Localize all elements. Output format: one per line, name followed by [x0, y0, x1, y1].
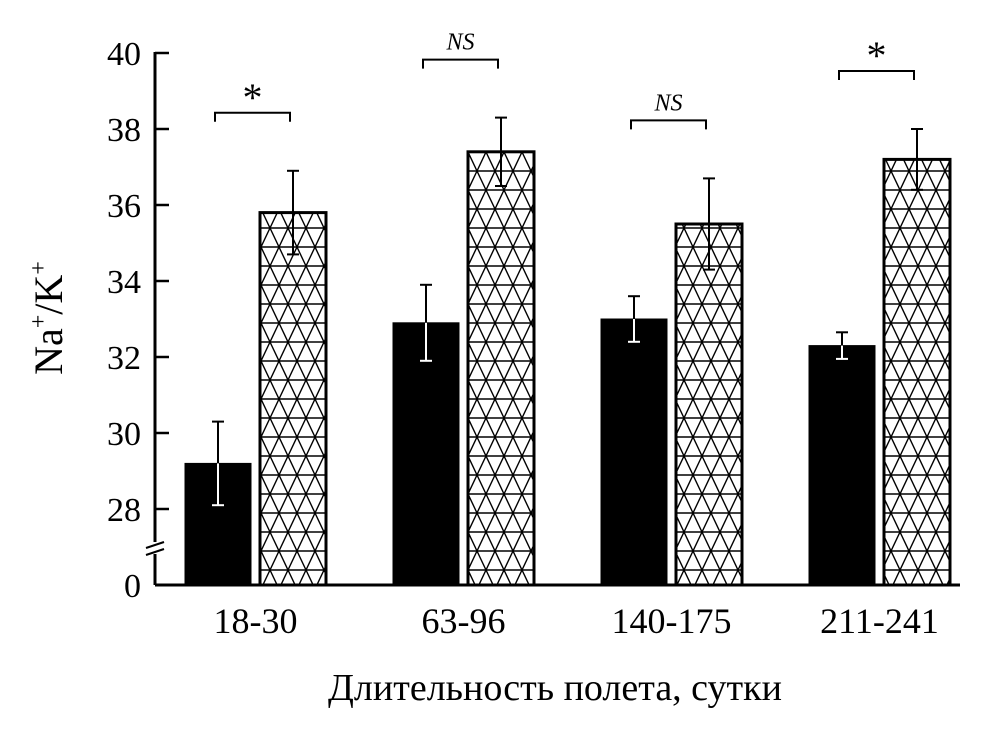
- y-tick-label: 38: [107, 112, 141, 149]
- bar-hatched: [258, 211, 328, 587]
- significance-star: *: [867, 33, 887, 78]
- y-ticks: 0 28 30 32 34 36 38 40: [107, 36, 169, 605]
- y-label-na: Na: [26, 328, 71, 375]
- significance-bracket: *: [838, 33, 915, 80]
- axis-break-mark: [145, 541, 165, 556]
- error-bar: [420, 283, 432, 362]
- bar-hatched: [882, 157, 952, 587]
- bar-solid: [808, 345, 876, 586]
- error-bar: [911, 128, 923, 191]
- y-tick-label: 32: [107, 340, 141, 377]
- bars: [184, 150, 952, 587]
- significance-bracket: *: [214, 75, 291, 122]
- error-bar: [495, 116, 507, 187]
- error-bar: [628, 295, 640, 343]
- significance-bracket: NS: [422, 30, 499, 69]
- error-bar: [836, 331, 848, 360]
- y-axis-label: Na+/K+: [26, 261, 71, 375]
- y-label-sup-1: +: [26, 315, 52, 329]
- y-label-k: /K: [26, 275, 71, 315]
- bar-hatched: [674, 222, 744, 587]
- significance-ns: NS: [445, 30, 474, 56]
- y-label-sup-2: +: [26, 261, 52, 275]
- bar-hatched: [466, 150, 536, 587]
- y-tick-label: 0: [124, 568, 141, 605]
- y-tick-label: 40: [107, 36, 141, 73]
- significance-markers: * NS NS *: [214, 30, 915, 130]
- y-tick-label: 28: [107, 492, 141, 529]
- error-bar: [287, 169, 299, 256]
- x-category-label: 140-175: [612, 601, 732, 641]
- x-category-label: 63-96: [422, 601, 506, 641]
- y-tick-label: 30: [107, 416, 141, 453]
- x-axis-label: Длительность полета, сутки: [328, 667, 782, 709]
- significance-star: *: [243, 75, 263, 120]
- significance-bracket: NS: [630, 90, 707, 130]
- y-tick-label: 36: [107, 188, 141, 225]
- significance-ns: NS: [653, 90, 682, 116]
- x-category-labels: 18-30 63-96 140-175 211-241: [214, 601, 939, 641]
- bar-solid: [600, 318, 668, 586]
- x-category-label: 18-30: [214, 601, 298, 641]
- bar-solid: [392, 322, 460, 586]
- y-tick-label: 34: [107, 264, 141, 301]
- error-bar: [703, 177, 715, 271]
- x-category-label: 211-241: [820, 601, 939, 641]
- error-bar: [212, 420, 224, 507]
- error-bars: [212, 116, 923, 507]
